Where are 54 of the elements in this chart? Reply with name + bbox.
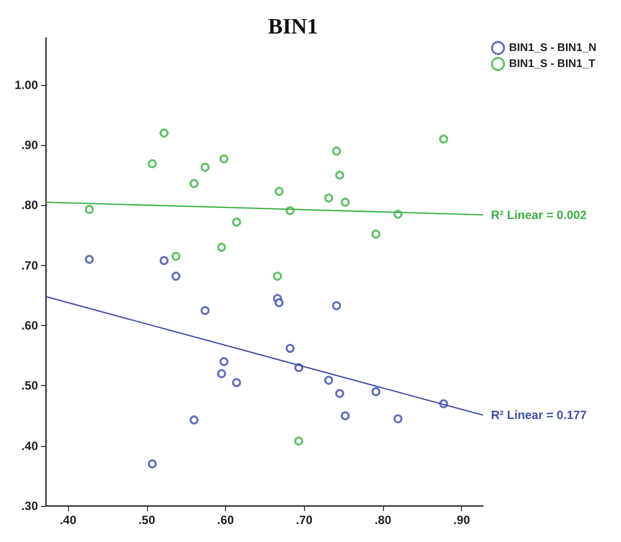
- point: [439, 134, 448, 144]
- y-tick-label: .90: [21, 138, 38, 152]
- point: [232, 218, 242, 227]
- annotation: R² Linear = 0.002: [491, 208, 588, 222]
- legend-label: BIN1_S - BIN1_N: [509, 42, 596, 54]
- x-tick-label: .70: [296, 513, 313, 527]
- point: [190, 415, 199, 424]
- y-tick-label: .80: [21, 198, 38, 212]
- y-tick-label: .40: [21, 438, 38, 453]
- point: [171, 252, 180, 261]
- x-tick-label: .60: [217, 513, 234, 527]
- point: [171, 272, 180, 281]
- chart-title: BIN1: [268, 14, 318, 38]
- annotation: R² Linear = 0.177: [491, 408, 588, 422]
- point: [324, 194, 334, 203]
- point: [371, 387, 380, 396]
- point: [84, 204, 94, 214]
- legend-label: BIN1_S - BIN1_T: [509, 58, 596, 70]
- x-tick-label: .50: [138, 513, 156, 527]
- point: [340, 198, 350, 207]
- point: [160, 256, 169, 266]
- point: [160, 128, 169, 138]
- point: [200, 162, 210, 172]
- y-tick-label: .70: [21, 258, 38, 272]
- point: [335, 170, 344, 180]
- x-tick-label: .80: [374, 513, 392, 527]
- x-tick-label: .90: [453, 513, 470, 527]
- point: [335, 389, 344, 398]
- point: [371, 230, 380, 239]
- point: [217, 369, 226, 378]
- point: [340, 411, 350, 420]
- point: [148, 459, 157, 468]
- point: [286, 344, 295, 353]
- point: [274, 186, 284, 196]
- point: [273, 272, 282, 281]
- point: [219, 154, 228, 164]
- y-tick-label: .50: [21, 378, 38, 393]
- point: [274, 298, 284, 308]
- point: [219, 357, 228, 366]
- point: [200, 306, 210, 315]
- x-tick-label: .40: [60, 513, 77, 527]
- point: [148, 159, 157, 168]
- point: [217, 242, 226, 252]
- y-tick-label: .30: [21, 499, 38, 513]
- point: [294, 436, 304, 446]
- point: [84, 254, 94, 264]
- point: [190, 179, 199, 188]
- point: [232, 378, 242, 388]
- point: [393, 414, 402, 424]
- y-tick-label: 1.00: [14, 78, 38, 92]
- point: [324, 376, 334, 385]
- point: [332, 301, 342, 310]
- point: [332, 146, 342, 156]
- y-tick-label: .60: [21, 318, 38, 333]
